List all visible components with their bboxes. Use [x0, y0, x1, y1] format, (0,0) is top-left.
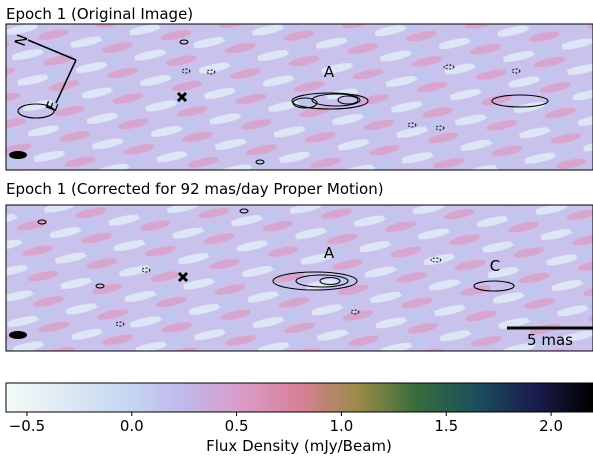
panel-image: [5, 204, 593, 352]
source-label: A: [324, 244, 335, 262]
colorbar-tick-label: 2.0: [539, 417, 563, 435]
colorbar-tick-label: 0.5: [225, 417, 249, 435]
panel-title: Epoch 1 (Corrected for 92 mas/day Proper…: [6, 180, 384, 198]
colorbar-tick-label: 1.0: [329, 417, 353, 435]
colorbar-tick-label: 1.5: [434, 417, 458, 435]
panel-title: Epoch 1 (Original Image): [6, 5, 193, 23]
panel-image: [5, 23, 593, 171]
colorbar-tick-label: −0.5: [9, 417, 45, 435]
colorbar-label: Flux Density (mJy/Beam): [206, 437, 392, 455]
colorbar-tick-label: 0.0: [120, 417, 144, 435]
scalebar-label: 5 mas: [527, 331, 573, 349]
source-label: A: [324, 63, 335, 81]
source-label: C: [490, 257, 500, 275]
colorbar: [5, 382, 593, 413]
